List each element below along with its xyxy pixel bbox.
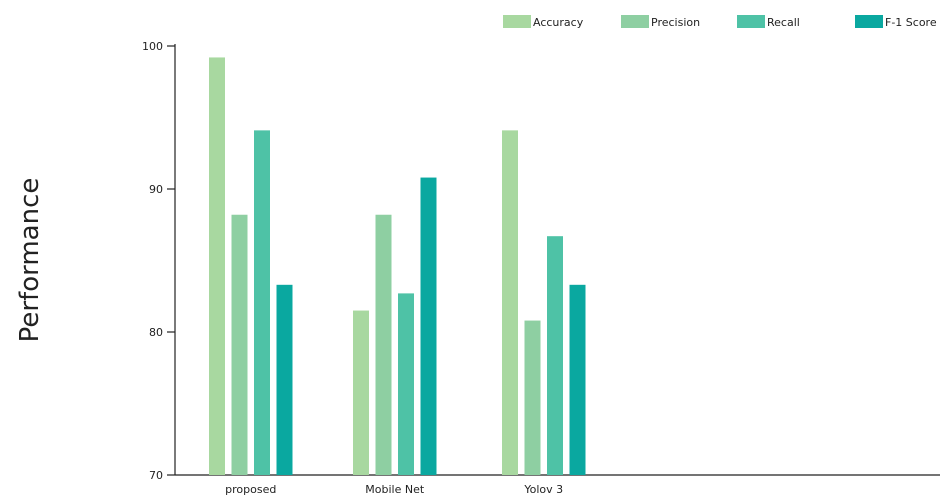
legend-swatch	[503, 15, 531, 28]
legend-label: F-1 Score	[885, 16, 937, 29]
legend-swatch	[855, 15, 883, 28]
legend: Accuracy Precision Recall F-1 Score	[503, 15, 937, 29]
bar	[276, 284, 293, 475]
bar	[375, 214, 392, 476]
bar	[254, 130, 270, 475]
bar	[353, 310, 369, 475]
y-tick-label: 80	[149, 326, 163, 339]
legend-label: Recall	[767, 16, 800, 29]
y-axis-label: Performance	[15, 178, 45, 343]
bars	[209, 57, 586, 476]
bar	[420, 177, 437, 475]
bar	[502, 130, 518, 475]
bar	[398, 293, 414, 475]
legend-label: Precision	[651, 16, 700, 29]
y-tick-label: 100	[142, 40, 163, 53]
bar	[547, 236, 563, 475]
legend-swatch	[621, 15, 649, 28]
legend-swatch	[737, 15, 765, 28]
x-tick-label: proposed	[225, 483, 276, 496]
bar	[209, 57, 225, 475]
x-tick-label: Yolov 3	[523, 483, 563, 496]
y-tick-label: 90	[149, 183, 163, 196]
axes: 70 80 90 100	[142, 40, 940, 482]
bar	[231, 214, 248, 476]
category-labels: proposed Mobile Net Yolov 3	[225, 483, 563, 496]
y-tick-label: 70	[149, 469, 163, 482]
legend-label: Accuracy	[533, 16, 584, 29]
bar	[569, 284, 586, 475]
bar	[524, 320, 541, 475]
x-tick-label: Mobile Net	[365, 483, 425, 496]
